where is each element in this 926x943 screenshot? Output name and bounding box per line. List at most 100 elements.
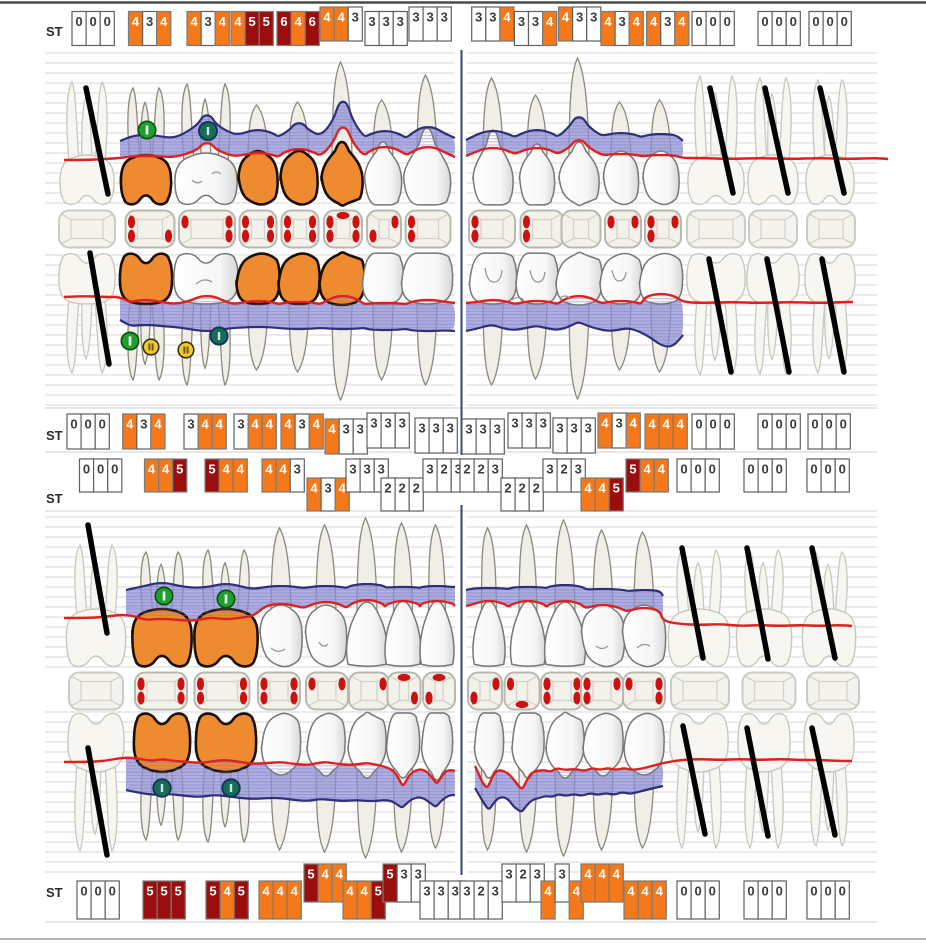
svg-text:3: 3 bbox=[423, 884, 430, 899]
svg-text:4: 4 bbox=[599, 481, 607, 496]
svg-text:2: 2 bbox=[463, 462, 470, 477]
svg-text:0: 0 bbox=[724, 14, 731, 29]
svg-text:4: 4 bbox=[284, 417, 292, 432]
svg-text:5: 5 bbox=[175, 884, 182, 899]
svg-text:0: 0 bbox=[761, 417, 768, 432]
svg-text:4: 4 bbox=[601, 416, 609, 431]
svg-text:5: 5 bbox=[238, 884, 245, 899]
svg-text:3: 3 bbox=[397, 14, 404, 29]
svg-text:3: 3 bbox=[447, 421, 454, 436]
svg-text:3: 3 bbox=[465, 422, 472, 437]
svg-text:0: 0 bbox=[827, 14, 834, 29]
svg-text:0: 0 bbox=[680, 884, 687, 899]
svg-text:3: 3 bbox=[146, 14, 153, 29]
svg-text:4: 4 bbox=[546, 14, 554, 29]
svg-text:2: 2 bbox=[478, 462, 485, 477]
svg-text:3: 3 bbox=[399, 416, 406, 431]
svg-text:4: 4 bbox=[190, 14, 198, 29]
svg-text:3: 3 bbox=[299, 417, 306, 432]
svg-text:0: 0 bbox=[747, 884, 754, 899]
svg-text:3: 3 bbox=[370, 416, 377, 431]
svg-text:2: 2 bbox=[504, 481, 511, 496]
svg-text:0: 0 bbox=[724, 417, 731, 432]
svg-text:3: 3 bbox=[187, 417, 194, 432]
svg-text:0: 0 bbox=[810, 462, 817, 477]
svg-text:ST: ST bbox=[46, 24, 63, 39]
svg-text:4: 4 bbox=[361, 884, 369, 899]
svg-text:3: 3 bbox=[352, 10, 359, 25]
svg-text:3: 3 bbox=[505, 867, 512, 882]
svg-text:4: 4 bbox=[562, 10, 570, 25]
svg-text:ST: ST bbox=[46, 885, 63, 900]
svg-text:3: 3 bbox=[349, 462, 356, 477]
svg-text:3: 3 bbox=[556, 421, 563, 436]
svg-text:4: 4 bbox=[219, 14, 227, 29]
svg-text:0: 0 bbox=[95, 884, 102, 899]
svg-text:2: 2 bbox=[399, 481, 406, 496]
svg-text:2: 2 bbox=[533, 481, 540, 496]
svg-text:3: 3 bbox=[441, 10, 448, 25]
svg-text:3: 3 bbox=[385, 416, 392, 431]
svg-text:4: 4 bbox=[252, 417, 260, 432]
svg-text:3: 3 bbox=[364, 462, 371, 477]
svg-text:4: 4 bbox=[584, 867, 592, 882]
svg-text:0: 0 bbox=[776, 417, 783, 432]
svg-text:3: 3 bbox=[664, 14, 671, 29]
svg-text:0: 0 bbox=[790, 417, 797, 432]
svg-text:3: 3 bbox=[140, 417, 147, 432]
svg-text:0: 0 bbox=[811, 417, 818, 432]
svg-text:4: 4 bbox=[336, 867, 344, 882]
svg-text:0: 0 bbox=[83, 462, 90, 477]
svg-text:0: 0 bbox=[825, 884, 832, 899]
svg-text:0: 0 bbox=[710, 14, 717, 29]
svg-text:0: 0 bbox=[695, 417, 702, 432]
svg-text:4: 4 bbox=[160, 14, 168, 29]
svg-text:4: 4 bbox=[339, 481, 347, 496]
svg-text:0: 0 bbox=[812, 14, 819, 29]
svg-text:4: 4 bbox=[216, 417, 224, 432]
svg-text:3: 3 bbox=[368, 14, 375, 29]
svg-text:3: 3 bbox=[438, 884, 445, 899]
svg-text:0: 0 bbox=[109, 884, 116, 899]
svg-text:3: 3 bbox=[383, 14, 390, 29]
svg-text:4: 4 bbox=[310, 481, 318, 496]
svg-text:4: 4 bbox=[265, 462, 273, 477]
svg-text:3: 3 bbox=[325, 481, 332, 496]
svg-text:4: 4 bbox=[613, 867, 621, 882]
svg-text:4: 4 bbox=[650, 14, 658, 29]
svg-text:6: 6 bbox=[280, 14, 287, 29]
svg-text:0: 0 bbox=[776, 14, 783, 29]
svg-text:5: 5 bbox=[176, 462, 183, 477]
svg-text:4: 4 bbox=[630, 416, 638, 431]
svg-text:0: 0 bbox=[762, 462, 769, 477]
svg-text:6: 6 bbox=[309, 14, 316, 29]
svg-text:2: 2 bbox=[520, 867, 527, 882]
svg-text:4: 4 bbox=[627, 884, 635, 899]
svg-text:4: 4 bbox=[202, 417, 210, 432]
svg-text:0: 0 bbox=[776, 884, 783, 899]
svg-text:4: 4 bbox=[584, 481, 592, 496]
svg-text:3: 3 bbox=[518, 14, 525, 29]
svg-text:2: 2 bbox=[478, 884, 485, 899]
svg-text:3: 3 bbox=[489, 10, 496, 25]
svg-text:0: 0 bbox=[97, 462, 104, 477]
svg-text:3: 3 bbox=[463, 884, 470, 899]
svg-text:3: 3 bbox=[480, 422, 487, 437]
svg-text:2: 2 bbox=[384, 481, 391, 496]
svg-text:4: 4 bbox=[604, 14, 612, 29]
svg-text:0: 0 bbox=[70, 417, 77, 432]
svg-text:0: 0 bbox=[810, 884, 817, 899]
svg-text:ST: ST bbox=[46, 428, 63, 443]
svg-text:3: 3 bbox=[205, 14, 212, 29]
svg-text:3: 3 bbox=[532, 14, 539, 29]
svg-text:3: 3 bbox=[427, 10, 434, 25]
svg-text:3: 3 bbox=[511, 416, 518, 431]
svg-text:4: 4 bbox=[573, 884, 581, 899]
svg-text:0: 0 bbox=[695, 462, 702, 477]
svg-text:4: 4 bbox=[234, 14, 242, 29]
svg-text:5: 5 bbox=[263, 14, 270, 29]
svg-text:0: 0 bbox=[99, 417, 106, 432]
svg-text:5: 5 bbox=[208, 462, 215, 477]
svg-text:0: 0 bbox=[790, 14, 797, 29]
svg-text:3: 3 bbox=[357, 422, 364, 437]
